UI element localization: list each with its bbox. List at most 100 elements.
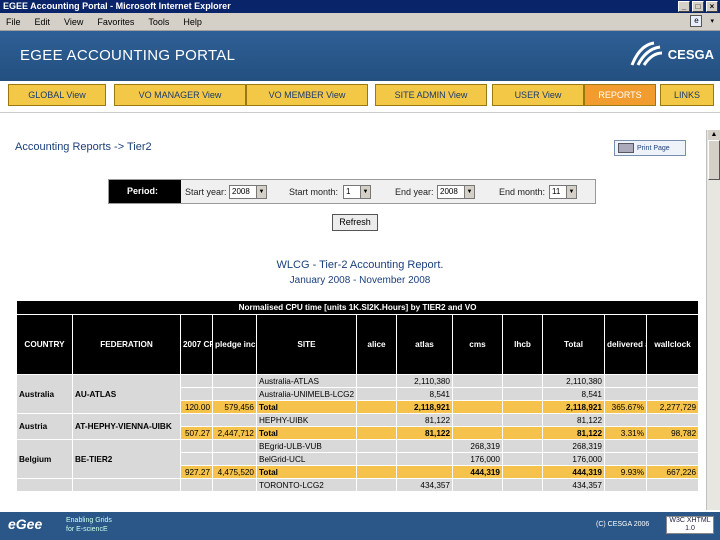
cms-cell: 444,319: [452, 465, 503, 479]
efficiency-cell: [212, 387, 257, 401]
menu-favorites[interactable]: Favorites: [97, 16, 135, 27]
footer-tagline-line-1: Enabling Grids: [66, 517, 112, 524]
menu-file[interactable]: File: [6, 16, 21, 27]
country-cell: Australia: [16, 374, 73, 414]
column-header: SITE: [256, 314, 357, 375]
breadcrumb: Accounting Reports -> Tier2: [15, 141, 152, 153]
column-header: FEDERATION: [72, 314, 181, 375]
scroll-up-icon[interactable]: ▲: [708, 130, 720, 140]
wallclock-cell: [645, 387, 700, 401]
cms-cell: [452, 413, 503, 427]
wall-cell: 667,226: [645, 465, 700, 479]
nav-global-view[interactable]: GLOBAL View: [8, 84, 106, 106]
wallclock-cell: [645, 452, 700, 466]
nav-reports[interactable]: REPORTS: [584, 84, 656, 106]
pct-cell: [604, 413, 647, 427]
site-cell: HEPHY-UIBK: [256, 413, 357, 427]
total-cell: 81,122: [542, 413, 605, 427]
portal-header: EGEE ACCOUNTING PORTAL CESGA: [0, 31, 720, 81]
column-header: wallclock: [645, 314, 700, 375]
minimize-button[interactable]: _: [678, 1, 690, 12]
print-page-button[interactable]: Print Page: [614, 140, 686, 156]
site-cell: BelGrid-UCL: [256, 452, 357, 466]
menu-view[interactable]: View: [64, 16, 84, 27]
lhcb-cell: [502, 452, 543, 466]
alice-cell: [356, 374, 397, 388]
site-cell: TORONTO-LCG2: [256, 478, 357, 492]
nav-vo-manager-view[interactable]: VO MANAGER View: [114, 84, 246, 106]
maximize-button[interactable]: □: [692, 1, 704, 12]
wallclock-cell: [645, 374, 700, 388]
start-month-select[interactable]: 1 ▼: [343, 185, 371, 199]
atlas-cell: 81,122: [396, 426, 453, 440]
printer-icon: [618, 143, 634, 153]
end-month-value: 11: [552, 187, 561, 196]
pledge-cell: [180, 387, 213, 401]
cms-cell: 268,319: [452, 439, 503, 453]
nav-site-admin-view[interactable]: SITE ADMIN View: [375, 84, 487, 106]
lhcb-cell: [502, 478, 543, 492]
chevron-down-icon: ▼: [360, 186, 370, 198]
pct-cell: 3.31%: [604, 426, 647, 440]
window-titlebar: EGEE Accounting Portal - Microsoft Inter…: [0, 0, 720, 13]
cms-cell: [452, 400, 503, 414]
w3c-badge[interactable]: W3C XHTML 1.0: [666, 516, 714, 534]
nav-links[interactable]: LINKS: [660, 84, 714, 106]
atlas-cell: 2,110,380: [396, 374, 453, 388]
menu-help[interactable]: Help: [183, 16, 202, 27]
footer-tagline: Enabling Grids for E-sciencE: [66, 516, 112, 534]
portal-title: EGEE ACCOUNTING PORTAL: [20, 47, 236, 64]
chevron-down-icon[interactable]: ▾: [710, 18, 714, 25]
efficiency-cell: 2,447,712: [212, 426, 257, 440]
ie-logo-icon: e: [690, 15, 703, 27]
start-year-select[interactable]: 2008 ▼: [229, 185, 267, 199]
total-label: Total: [256, 400, 357, 414]
efficiency-cell: [212, 439, 257, 453]
refresh-button[interactable]: Refresh: [332, 214, 378, 231]
alice-cell: [356, 426, 397, 440]
federation-cell: AU-ATLAS: [72, 374, 181, 414]
menu-edit[interactable]: Edit: [34, 16, 51, 27]
table-row: TORONTO-LCG2 434,357 434,357: [16, 478, 700, 492]
nav-user-view[interactable]: USER View: [492, 84, 584, 106]
pledge-cell: 507.27: [180, 426, 213, 440]
column-header: pledge inc. efficiency (KSI2K.Hrs): [212, 314, 257, 375]
window-title: EGEE Accounting Portal - Microsoft Inter…: [3, 1, 231, 11]
lhcb-cell: [502, 400, 543, 414]
vertical-scrollbar[interactable]: ▲: [706, 130, 720, 510]
lhcb-cell: [502, 413, 543, 427]
cms-cell: [452, 387, 503, 401]
table-row: BelGrid-UCL 176,000 176,000: [17, 452, 700, 466]
chevron-down-icon: ▼: [566, 186, 576, 198]
cms-cell: [452, 374, 503, 388]
efficiency-cell: [212, 413, 257, 427]
cesga-logo-icon: [630, 41, 662, 66]
pledge-cell: [180, 374, 213, 388]
total-label: Total: [256, 465, 357, 479]
lhcb-cell: [502, 426, 543, 440]
period-label: Period:: [109, 180, 181, 203]
close-button[interactable]: ×: [706, 1, 718, 12]
atlas-cell: 434,357: [396, 478, 453, 492]
end-year-select[interactable]: 2008 ▼: [437, 185, 475, 199]
cesga-brand: CESGA: [667, 46, 714, 62]
column-header: lhcb: [502, 314, 543, 375]
column-header: delivered as % of pledge: [604, 314, 647, 375]
total-row: 927.27 4,475,520 Total 444,319 444,319 9.93% 6…: [17, 465, 700, 479]
menu-tools[interactable]: Tools: [148, 16, 170, 27]
country-cell: [16, 478, 73, 492]
pct-cell: [604, 387, 647, 401]
pledge-cell: 927.27: [180, 465, 213, 479]
column-header: alice: [356, 314, 397, 375]
nav-vo-member-view[interactable]: VO MEMBER View: [246, 84, 368, 106]
start-month-label: Start month:: [289, 187, 339, 197]
chevron-down-icon: ▼: [464, 186, 474, 198]
federation-cell: BE-TIER2: [72, 439, 181, 479]
pct-cell: [604, 452, 647, 466]
start-month-value: 1: [346, 187, 351, 196]
alice-cell: [356, 387, 397, 401]
total-cell: 2,118,921: [542, 400, 605, 414]
cesga-logo: CESGA: [628, 41, 714, 67]
scrollbar-thumb[interactable]: [708, 140, 720, 180]
end-month-select[interactable]: 11 ▼: [549, 185, 577, 199]
